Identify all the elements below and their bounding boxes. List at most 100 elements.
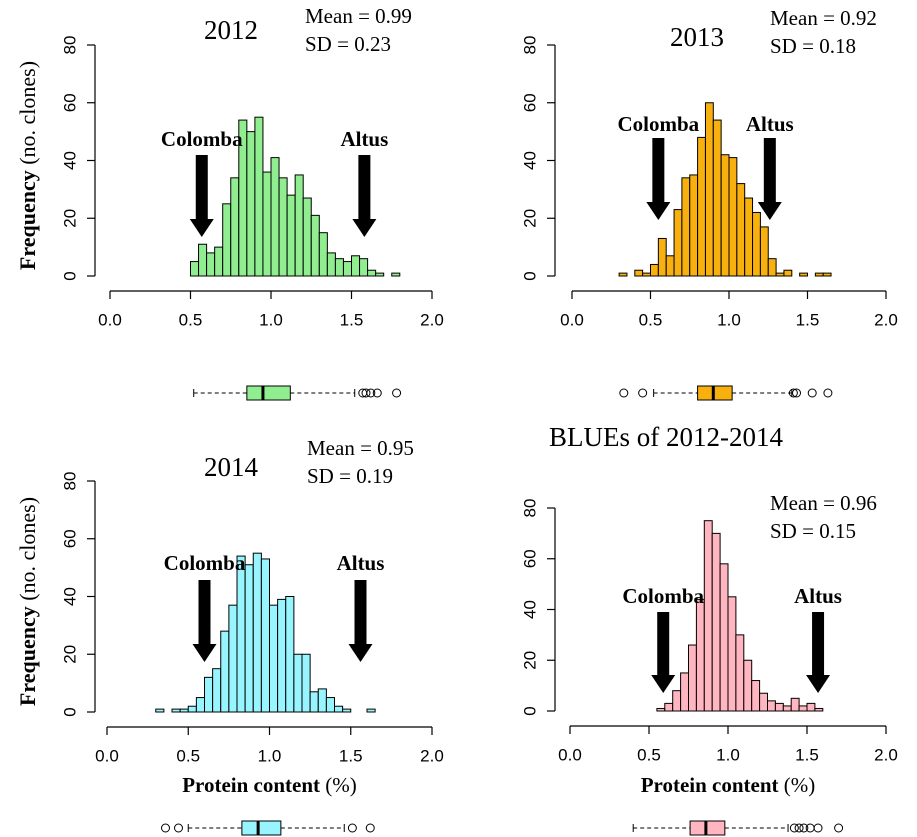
histogram-bar: [790, 697, 800, 712]
y-axis-label: Frequency (no. clones): [15, 497, 40, 706]
x-axis-label-main: Protein content: [182, 773, 320, 797]
y-tick-label: 0: [520, 271, 539, 280]
histogram-bar: [171, 708, 181, 713]
histogram-bar: [262, 171, 272, 277]
histogram-bar: [799, 272, 809, 277]
histogram-bar: [759, 226, 769, 277]
x-tick-label: 1.5: [796, 310, 820, 329]
outlier: [372, 388, 382, 398]
histogram-bar: [657, 237, 667, 277]
histogram-bar: [351, 255, 361, 277]
histogram-bar: [752, 211, 761, 277]
histogram-bar: [179, 708, 189, 713]
histogram-bar: [260, 558, 270, 713]
y-tick-label: 80: [60, 472, 79, 491]
y-axis-label: Frequency (no. clones): [15, 61, 40, 270]
histogram-bar: [806, 702, 816, 712]
histogram-bar: [252, 552, 262, 713]
x-tick-label: 1.5: [795, 745, 819, 764]
histogram-bar: [195, 697, 205, 713]
y-tick-label: 80: [520, 36, 539, 55]
x-tick-label: 0.0: [560, 310, 584, 329]
summary-stat: Mean = 0.92: [770, 6, 877, 30]
histogram-bar: [220, 630, 230, 713]
y-tick-label: 60: [60, 529, 79, 548]
histogram-bar: [704, 102, 714, 277]
x-tick-label: 1.0: [716, 745, 740, 764]
y-tick-label: 40: [520, 600, 539, 619]
histogram-bar: [269, 604, 279, 713]
histogram-bar: [775, 272, 785, 277]
outlier: [792, 388, 802, 398]
histogram-bar: [212, 668, 222, 713]
histogram-bar: [720, 154, 730, 277]
outlier: [638, 388, 648, 398]
y-tick-label: 80: [520, 499, 539, 518]
histogram-bar: [695, 598, 705, 712]
histogram-bar: [703, 520, 713, 712]
histogram-bar: [294, 174, 304, 277]
histogram-bar: [214, 246, 224, 277]
histogram-bar: [728, 157, 738, 277]
histogram-bar: [375, 272, 385, 277]
histogram-bar: [246, 131, 256, 277]
summary-stat: Mean = 0.95: [307, 436, 414, 460]
histogram-bar: [198, 243, 208, 277]
histogram-bar: [711, 532, 721, 712]
outlier: [392, 388, 402, 398]
histogram-bar: [187, 705, 197, 713]
y-tick-label: 60: [60, 93, 79, 112]
panel-title: 2014: [204, 452, 259, 482]
x-tick-label: 2.0: [874, 745, 898, 764]
annotation-label: Colomba: [618, 112, 700, 136]
histogram-bar: [236, 555, 246, 713]
histogram-bar: [774, 702, 784, 712]
histogram-bar: [278, 177, 288, 277]
y-tick-label: 20: [60, 209, 79, 228]
annotation-label: Altus: [794, 584, 842, 608]
histogram-bar: [665, 255, 675, 277]
y-tick-label: 80: [60, 36, 79, 55]
x-axis-label-unit: (%): [325, 773, 356, 797]
y-tick-label: 40: [520, 151, 539, 170]
annotation-arrow: [806, 612, 831, 693]
x-tick-label: 1.0: [258, 746, 282, 765]
annotation-arrow: [192, 580, 217, 662]
histogram-bar: [230, 177, 240, 277]
box: [246, 385, 291, 401]
annotation-arrow: [646, 138, 671, 220]
x-axis-label-unit: (%): [784, 773, 815, 797]
histogram-bar: [342, 708, 352, 713]
summary-stat: SD = 0.19: [307, 464, 393, 488]
histogram-bar: [222, 203, 232, 277]
histogram-bar: [681, 177, 691, 277]
summary-stat: SD = 0.18: [770, 34, 856, 58]
histogram-bar: [767, 700, 776, 712]
x-tick-label: 0.0: [558, 745, 582, 764]
histogram-bar: [767, 258, 777, 277]
histogram-bar: [155, 708, 165, 713]
x-tick-label: 0.0: [95, 746, 119, 765]
histogram-bar: [656, 707, 666, 712]
histogram-bar: [712, 119, 722, 277]
outlier: [366, 388, 376, 398]
histogram-bar: [634, 269, 644, 277]
histogram-bar: [822, 272, 832, 277]
histogram-bar: [318, 232, 328, 277]
annotation-arrow: [352, 155, 377, 237]
histogram-bar: [673, 209, 683, 277]
annotation-label: Colomba: [161, 127, 243, 151]
x-tick-label: 0.0: [98, 310, 122, 329]
histogram-bar: [783, 269, 793, 277]
annotation-label: Colomba: [622, 584, 704, 608]
histogram-bar: [326, 252, 336, 277]
histogram-bar: [293, 653, 303, 713]
histogram-bar: [642, 272, 652, 277]
histogram-bar: [719, 563, 729, 712]
annotation-arrow: [189, 155, 214, 237]
histogram-bar: [334, 705, 344, 713]
annotation-arrow: [651, 612, 676, 693]
box: [241, 820, 282, 836]
histogram-bar: [736, 183, 746, 277]
x-tick-label: 1.5: [339, 746, 363, 765]
